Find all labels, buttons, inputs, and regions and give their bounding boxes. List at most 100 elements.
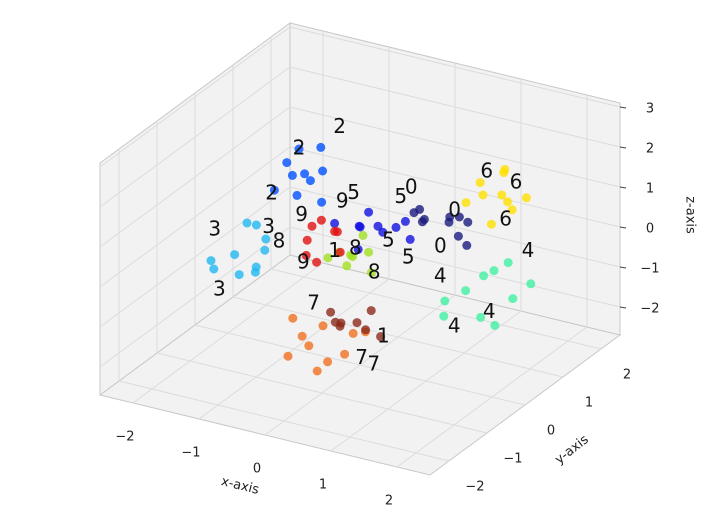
point [269,185,279,195]
cluster-label: 1 [328,238,341,262]
cluster-label: 9 [295,202,308,226]
point [288,313,298,323]
point [283,351,293,361]
point [353,244,363,254]
cluster-label: 4 [483,299,496,323]
y-tick-label: 2 [623,368,631,383]
point [335,247,345,257]
point [526,279,536,289]
y-tick-label: 0 [547,424,555,439]
point [358,230,368,240]
point [234,270,244,280]
point [405,234,415,244]
cluster-label: 7 [307,290,320,314]
point [461,198,471,208]
point [318,321,328,331]
point [317,197,327,207]
grid-line [118,380,450,462]
cluster-label: 2 [265,180,278,204]
cluster-label: 2 [333,114,346,138]
point [417,217,427,227]
cluster-label: 8 [273,229,286,253]
point [476,312,486,322]
z-tick [619,186,627,189]
point [454,212,464,222]
grid-line [99,66,291,208]
point [323,357,333,367]
point [440,296,450,306]
point [294,144,304,154]
point [261,234,271,244]
point [352,318,362,328]
z-tick-label: 2 [646,142,654,157]
z-axis-label: z-axis [683,196,698,234]
cluster-label: 0 [448,198,461,222]
grid-line [289,146,621,228]
z-tick-label: −1 [640,262,659,277]
point [340,349,350,359]
x-tick-label: −1 [181,446,200,461]
point [312,366,322,376]
z-tick [619,106,627,109]
cluster-label: 3 [262,214,275,238]
point [302,235,312,245]
z-tick-label: −2 [640,302,659,317]
point [355,222,365,232]
point [373,221,383,231]
point [444,217,454,227]
point [361,325,371,335]
point [475,178,485,188]
y-tick-label: −2 [465,480,484,495]
point [378,227,388,237]
grid-line [99,26,291,168]
cluster-label: 0 [405,175,418,199]
cluster-label: 4 [434,264,447,288]
point [312,257,322,267]
point [507,205,517,215]
point [307,221,317,231]
point [250,267,260,277]
cluster-label: 3 [213,276,226,300]
grid-line [289,66,621,148]
point [282,158,292,168]
point [499,168,509,178]
y-axis-label: y-axis [552,432,592,467]
point [260,245,270,255]
point [461,286,471,296]
z-tick-label: 3 [646,102,654,117]
cluster-label: 1 [377,324,390,348]
point [209,264,219,274]
point [318,166,328,176]
point [323,253,333,263]
point [521,193,531,203]
x-tick-label: 0 [253,462,261,477]
cluster-label: 5 [347,180,360,204]
cluster-label: 4 [522,238,535,262]
z-tick [619,266,627,269]
cluster-label: 6 [480,159,493,183]
point [316,215,326,225]
grid-line [289,106,621,188]
point [497,190,507,200]
point [439,311,449,321]
x-tick-label: 1 [319,478,327,493]
grid-line [289,26,621,108]
grid-line [99,186,291,328]
cluster-label: 4 [448,314,461,338]
point [364,247,374,257]
point [463,217,473,227]
point [297,331,307,341]
grid-line [99,226,291,368]
grid-line [270,268,602,350]
point [490,320,500,330]
point [366,268,376,278]
point [330,218,340,228]
point [316,142,326,152]
point [251,220,261,230]
y-tick-label: −1 [503,452,522,467]
point [348,252,358,262]
grid-line [289,226,621,308]
point [462,240,472,250]
cluster-label: 3 [208,216,221,240]
